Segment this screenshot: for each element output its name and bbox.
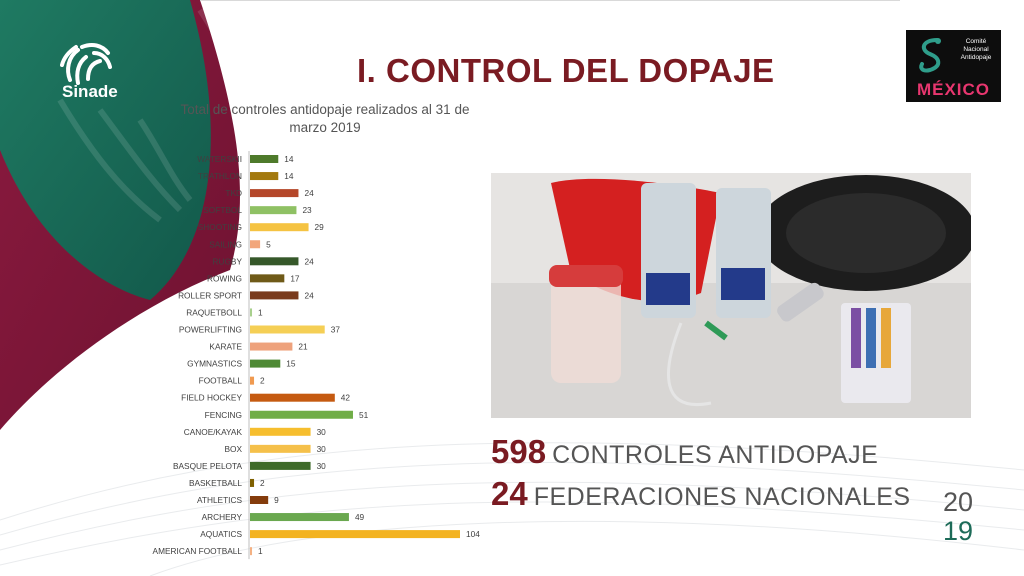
data-label: 1 [258,307,263,317]
category-label: SHOOTING [198,222,242,232]
data-label: 30 [317,427,327,437]
bar [250,496,269,504]
stat-federaciones: 24 FEDERACIONES NACIONALES [491,475,911,513]
bar [250,547,253,556]
bar [250,359,281,368]
texture-lines [57,8,243,223]
data-label: 29 [315,222,325,232]
category-label: ROLLER SPORT [178,290,242,300]
data-label: 2 [260,376,265,386]
category-label: WATERSKII [197,154,242,164]
chart-title: Total de controles antidopaje realizados… [180,102,470,135]
stat-federaciones-number: 24 [491,475,528,512]
data-label: 1 [258,546,263,556]
data-label: 24 [304,256,314,266]
bar [250,342,293,351]
bar [250,240,261,249]
category-label: BOX [224,444,242,454]
data-label: 17 [290,273,300,283]
bar [250,257,299,266]
conade-logo-text: Comité Nacional Antidopaje [960,38,992,61]
bar [250,189,299,198]
category-label: ATHLETICS [197,495,242,505]
data-label: 37 [331,325,341,335]
data-label: 24 [304,290,314,300]
bar [250,530,460,539]
conade-logo: Comité Nacional Antidopaje MÉXICO [906,30,1001,102]
category-label: FIELD HOCKEY [181,393,242,403]
year-label: 20 19 [943,488,983,546]
category-label: SAILING [209,239,242,249]
slide-title: I. CONTROL DEL DOPAJE [357,52,775,89]
bar [250,444,311,453]
category-label: TRATHLON [198,171,242,181]
sinade-logo-icon [60,43,112,85]
category-label: BASKETBALL [189,478,242,488]
category-label: FENCING [205,410,242,420]
mexico-logo-text: MÉXICO [916,80,991,99]
bar [250,155,279,163]
stat-federaciones-label: FEDERACIONES NACIONALES [533,483,911,511]
category-label: TKD [225,188,242,198]
stat-controles-number: 598 [491,433,547,470]
bar [250,223,309,232]
data-label: 21 [298,342,308,352]
green-band-shape [0,0,211,300]
data-label: 2 [260,478,265,488]
category-label: RAQUETBOLL [186,307,242,317]
data-label: 42 [341,393,351,403]
category-label: AMERICAN FOOTBALL [153,546,243,556]
data-label: 9 [274,495,279,505]
data-label: 30 [317,444,327,454]
sinade-logo-text: Sinade [62,82,118,101]
wave-lines [0,442,1024,576]
category-label: FOOTBALL [199,376,243,386]
data-label: 51 [359,410,369,420]
data-label: 104 [466,529,480,539]
category-label: CANOE/KAYAK [184,427,243,437]
year-top: 20 [943,487,974,517]
category-label: RUGBY [212,256,242,266]
category-label: POWERLIFTING [179,325,242,335]
bar [250,206,297,215]
category-label: AQUATICS [200,529,242,539]
bar [250,172,279,181]
data-label: 14 [284,171,294,181]
bar [250,325,325,334]
category-label: KARATE [209,342,242,352]
year-bottom: 19 [943,516,974,546]
category-label: GYMNASTICS [187,359,242,369]
data-label: 49 [355,512,365,522]
category-label: BASQUE PELOTA [173,461,242,471]
bar [250,513,349,522]
data-label: 30 [317,461,327,471]
bar [250,308,253,317]
snake-logo-icon [919,38,941,73]
bar [250,478,255,487]
bar [250,461,311,470]
category-label: ROWING [207,273,242,283]
data-label: 23 [302,205,312,215]
category-label: ARCHERY [202,512,243,522]
bar [250,274,285,283]
bar [250,376,255,385]
bar [250,393,335,402]
doping-kit-photo [491,173,971,418]
data-label: 14 [284,154,294,164]
data-label: 5 [266,239,271,249]
category-label: SOFTBOL [203,205,242,215]
stat-controles: 598 CONTROLES ANTIDOPAJE [491,433,878,471]
bar [250,410,353,419]
stat-controles-label: CONTROLES ANTIDOPAJE [552,441,879,469]
bar [250,427,311,436]
bar [250,291,299,300]
data-label: 15 [286,359,296,369]
data-label: 24 [304,188,314,198]
